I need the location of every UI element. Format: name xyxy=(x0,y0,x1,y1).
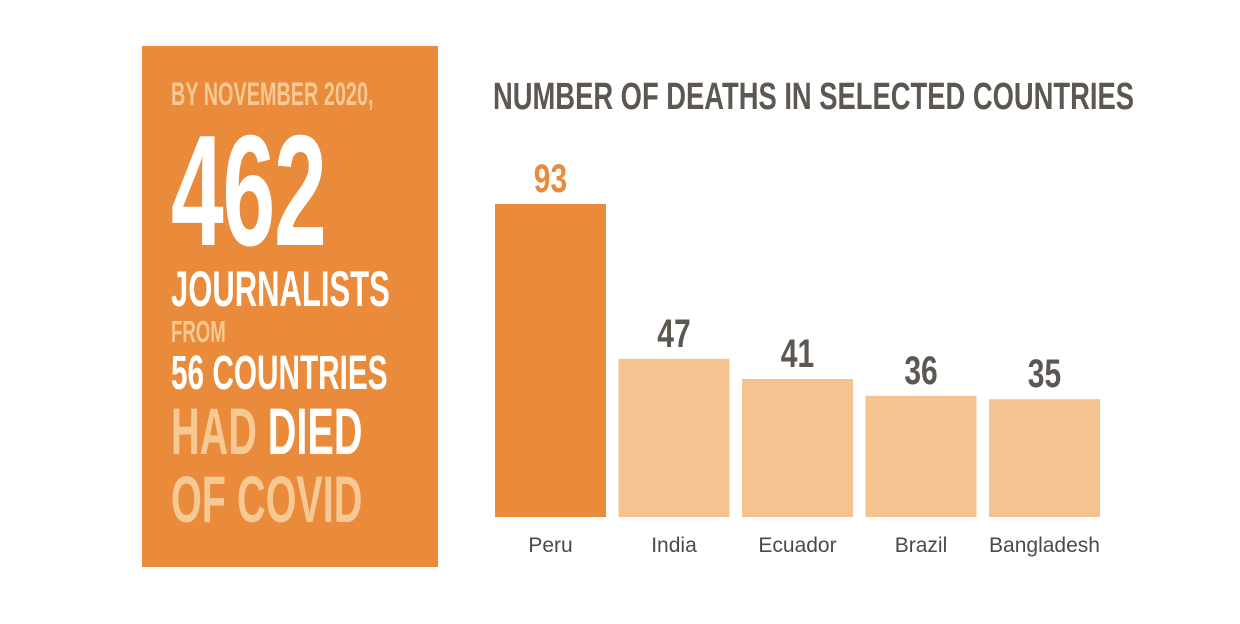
journalists-label: JOURNALISTS xyxy=(171,261,390,317)
bar-bangladesh xyxy=(989,399,1100,517)
of-covid-line: OF COVID xyxy=(171,462,363,536)
died-word: DIED xyxy=(267,394,363,468)
tick-label-india: India xyxy=(651,534,697,557)
value-label-ecuador: 41 xyxy=(781,332,814,376)
tick-label-bangladesh: Bangladesh xyxy=(989,534,1100,557)
had-word: HAD xyxy=(171,394,257,468)
bar-brazil xyxy=(865,395,977,517)
countries-count: 56 COUNTRIES xyxy=(171,347,388,400)
from-label: FROM xyxy=(171,314,226,349)
value-label-bangladesh: 35 xyxy=(1028,352,1061,396)
tick-label-peru: Peru xyxy=(528,534,572,557)
bar-ecuador xyxy=(742,379,853,517)
intro-text: BY NOVEMBER 2020, xyxy=(171,76,374,112)
had-died-line: HAD DIED xyxy=(171,398,362,464)
tick-label-brazil: Brazil xyxy=(895,534,948,557)
bar-india xyxy=(618,358,730,517)
summary-panel: BY NOVEMBER 2020, 462 JOURNALISTS FROM 5… xyxy=(142,46,438,567)
tick-label-ecuador: Ecuador xyxy=(758,534,836,557)
bar-peru xyxy=(495,204,606,517)
value-label-brazil: 36 xyxy=(904,349,937,393)
value-label-peru: 93 xyxy=(534,157,567,201)
value-label-india: 47 xyxy=(657,312,690,356)
chart-title: NUMBER OF DEATHS IN SELECTED COUNTRIES xyxy=(493,76,1134,118)
journalist-count: 462 xyxy=(171,103,327,279)
